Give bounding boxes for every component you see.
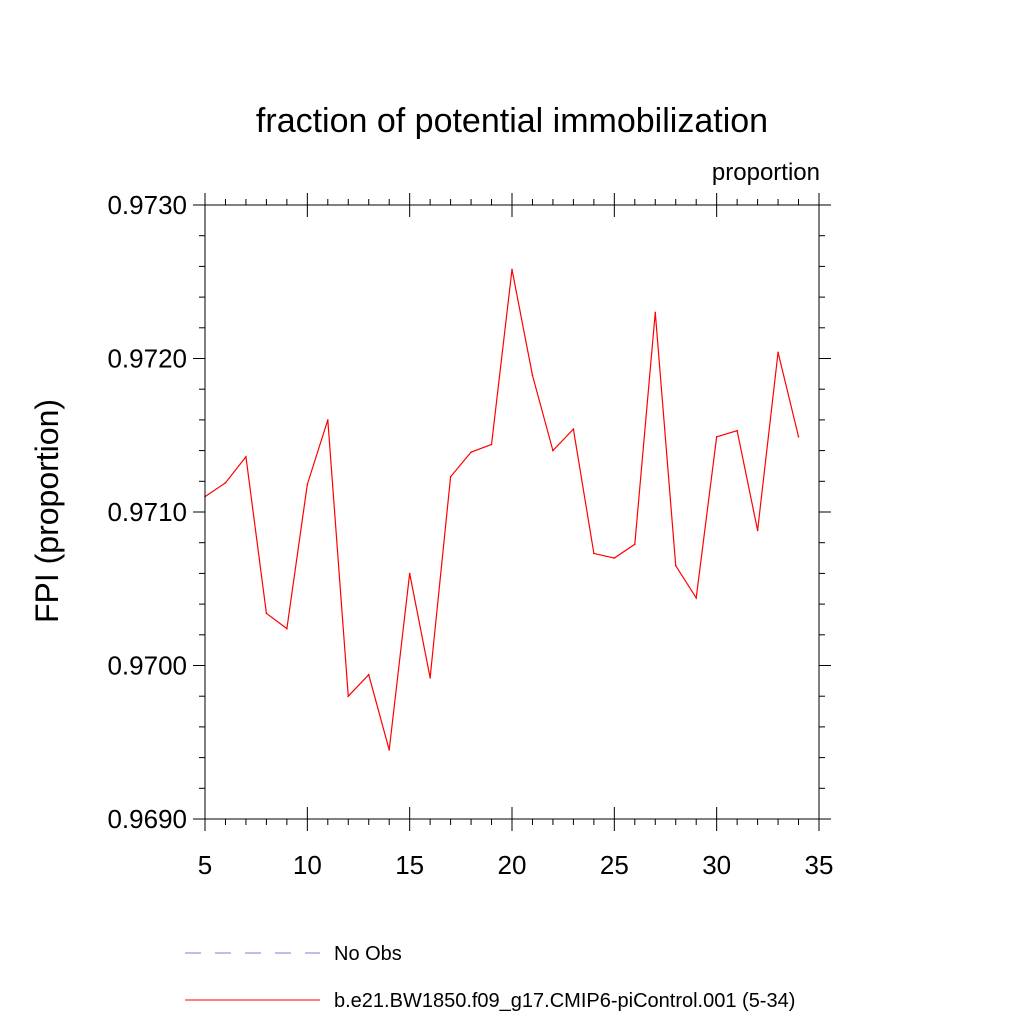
data-point [613, 557, 616, 559]
data-point [306, 483, 309, 486]
x-tick-label: 20 [498, 850, 527, 880]
data-point [245, 455, 247, 458]
data-point [736, 429, 738, 432]
data-point [511, 268, 513, 271]
data-point [286, 627, 288, 630]
data-point [756, 529, 759, 532]
data-point [408, 572, 411, 575]
data-point [449, 475, 452, 478]
data-point [715, 435, 718, 438]
data-point [490, 443, 493, 446]
plot-frame [204, 204, 820, 820]
y-axis-label: FPI (proportion) [29, 399, 65, 623]
y-tick-label: 0.9730 [107, 190, 187, 220]
legend: No Obs b.e21.BW1850.f09_g17.CMIP6-piCont… [185, 943, 795, 1012]
data-point [674, 564, 677, 567]
y-tick-label: 0.9720 [107, 344, 187, 374]
data-point [552, 449, 554, 452]
data-point [572, 428, 575, 430]
data-point [797, 435, 800, 438]
y-tick-label: 0.9700 [107, 651, 187, 681]
data-point [327, 419, 329, 421]
data-point [531, 374, 534, 377]
y-tick-labels: 0.9690 0.9700 0.9710 0.9720 0.9730 [107, 190, 187, 834]
x-tick-label: 25 [600, 850, 629, 880]
data-point [695, 597, 697, 599]
axis-ticks [193, 193, 831, 831]
series-line [204, 269, 800, 751]
chart-title: fraction of potential immobilization [256, 102, 768, 140]
data-point [265, 612, 268, 615]
data-point [470, 451, 472, 453]
data-point [593, 552, 595, 555]
x-tick-label: 35 [805, 850, 834, 880]
x-tick-label: 5 [198, 850, 212, 880]
data-point [777, 351, 779, 354]
legend-label-picontrol: b.e21.BW1850.f09_g17.CMIP6-piControl.001… [334, 990, 795, 1012]
x-tick-label: 10 [293, 850, 322, 880]
y-tick-label: 0.9690 [107, 804, 187, 834]
series-layer [204, 268, 800, 751]
legend-label-no-obs: No Obs [334, 943, 402, 965]
units-label: proportion [712, 159, 820, 186]
x-tick-label: 15 [395, 850, 424, 880]
x-tick-labels: 5 10 15 20 25 30 35 [198, 850, 834, 880]
data-point [224, 482, 227, 484]
data-point [347, 695, 350, 697]
data-point [429, 676, 431, 679]
x-tick-label: 30 [702, 850, 731, 880]
data-point [367, 673, 370, 676]
y-tick-label: 0.9710 [107, 497, 187, 527]
data-point [388, 749, 391, 751]
data-point [654, 311, 657, 314]
data-point [634, 543, 636, 546]
